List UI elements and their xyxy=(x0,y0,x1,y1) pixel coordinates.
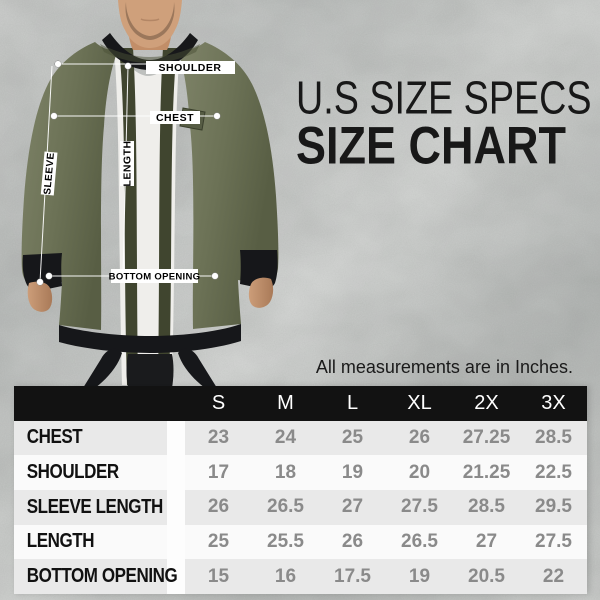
svg-text:BOTTOM OPENING: BOTTOM OPENING xyxy=(109,272,201,283)
svg-text:SHOULDER: SHOULDER xyxy=(159,62,222,74)
svg-text:CHEST: CHEST xyxy=(156,112,194,124)
svg-text:LENGTH: LENGTH xyxy=(121,140,133,186)
svg-text:SLEEVE: SLEEVE xyxy=(42,152,57,195)
